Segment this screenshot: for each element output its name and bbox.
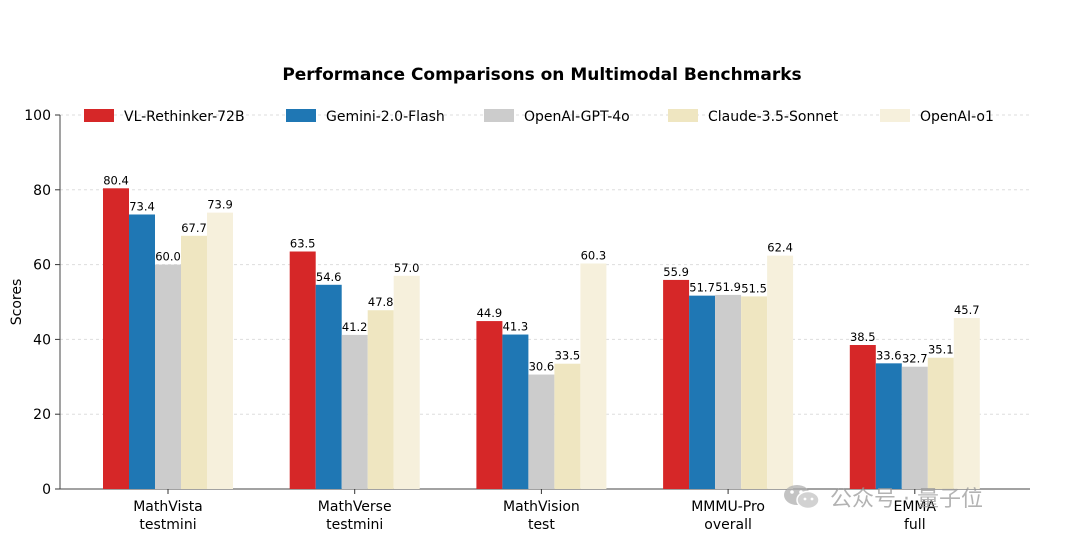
bar — [289, 251, 316, 489]
bar-value-label: 60.3 — [581, 248, 607, 262]
bar-value-label: 35.1 — [928, 343, 954, 357]
bar-value-label: 30.6 — [529, 360, 555, 374]
bar — [580, 263, 607, 489]
bar-value-label: 73.9 — [207, 198, 233, 212]
bar — [689, 295, 716, 489]
legend-label: VL-Rethinker-72B — [124, 109, 245, 125]
bar — [315, 284, 342, 489]
x-tick-label: MathVerse — [318, 499, 392, 515]
bar-value-label: 38.5 — [850, 330, 876, 344]
y-tick-label: 100 — [24, 108, 51, 124]
bar-value-label: 45.7 — [954, 303, 980, 317]
bar — [129, 214, 155, 489]
bar — [103, 188, 129, 489]
bar-value-label: 60.0 — [155, 250, 181, 264]
x-tick-label: MathVision — [503, 499, 580, 515]
bar — [927, 357, 954, 489]
bar-value-label: 55.9 — [663, 265, 689, 279]
watermark-text: 公众号 · 量子位 — [830, 487, 983, 512]
legend-label: Gemini-2.0-Flash — [326, 109, 445, 125]
x-tick-label: testmini — [326, 517, 383, 533]
bar — [663, 279, 690, 489]
bar — [953, 318, 980, 489]
y-tick-label: 80 — [33, 183, 51, 199]
bar — [741, 296, 768, 489]
bar-value-label: 57.0 — [394, 261, 420, 275]
bar — [207, 212, 233, 489]
bar-value-label: 41.3 — [503, 320, 529, 334]
bar-value-label: 67.7 — [181, 221, 207, 235]
watermark: 公众号 · 量子位 — [782, 480, 983, 514]
bar-value-label: 47.8 — [368, 295, 394, 309]
legend-label: OpenAI-o1 — [920, 109, 994, 125]
bar-value-label: 80.4 — [103, 173, 129, 187]
y-tick-label: 20 — [33, 407, 51, 423]
legend-swatch — [484, 109, 514, 122]
bar — [849, 345, 876, 489]
bar-value-label: 51.9 — [715, 280, 741, 294]
y-tick-label: 40 — [33, 332, 51, 348]
bar — [554, 363, 581, 489]
x-tick-label: MMMU-Pro — [691, 499, 765, 515]
x-tick-label: MathVista — [133, 499, 203, 515]
legend-swatch — [286, 109, 316, 122]
bar — [502, 334, 529, 489]
legend-swatch — [668, 109, 698, 122]
bar-value-label: 33.6 — [876, 348, 902, 362]
bar — [155, 264, 181, 489]
y-tick-label: 0 — [42, 482, 51, 498]
bar — [901, 366, 928, 489]
bar-value-label: 63.5 — [290, 237, 316, 251]
legend-swatch — [84, 109, 114, 122]
x-tick-label: EMMA — [894, 499, 937, 515]
x-tick-label: test — [528, 517, 555, 533]
wechat-icon — [784, 485, 820, 510]
x-tick-label: full — [904, 517, 926, 533]
bar-value-label: 54.6 — [316, 270, 342, 284]
bar-value-label: 51.5 — [741, 281, 767, 295]
bar — [367, 310, 394, 489]
x-tick-label: testmini — [139, 517, 196, 533]
x-tick-label: overall — [704, 517, 752, 533]
bar — [181, 235, 207, 489]
bar — [476, 321, 503, 489]
legend-swatch — [880, 109, 910, 122]
legend-label: OpenAI-GPT-4o — [524, 109, 630, 125]
bar-value-label: 62.4 — [767, 241, 793, 255]
bar-value-label: 73.4 — [129, 199, 155, 213]
chart-title: Performance Comparisons on Multimodal Be… — [282, 65, 801, 85]
bar-value-label: 41.2 — [342, 320, 368, 334]
bar-value-label: 44.9 — [477, 306, 503, 320]
legend-label: Claude-3.5-Sonnet — [708, 109, 839, 125]
bar — [875, 363, 902, 489]
y-tick-label: 60 — [33, 258, 51, 274]
bar — [393, 275, 420, 489]
bar-value-label: 32.7 — [902, 352, 928, 366]
bar-value-label: 51.7 — [689, 281, 715, 295]
bar — [767, 255, 794, 489]
y-axis-label: Scores — [9, 279, 25, 326]
bar-value-label: 33.5 — [555, 349, 581, 363]
bar — [528, 374, 555, 489]
bar — [341, 334, 368, 489]
bar — [715, 294, 742, 489]
